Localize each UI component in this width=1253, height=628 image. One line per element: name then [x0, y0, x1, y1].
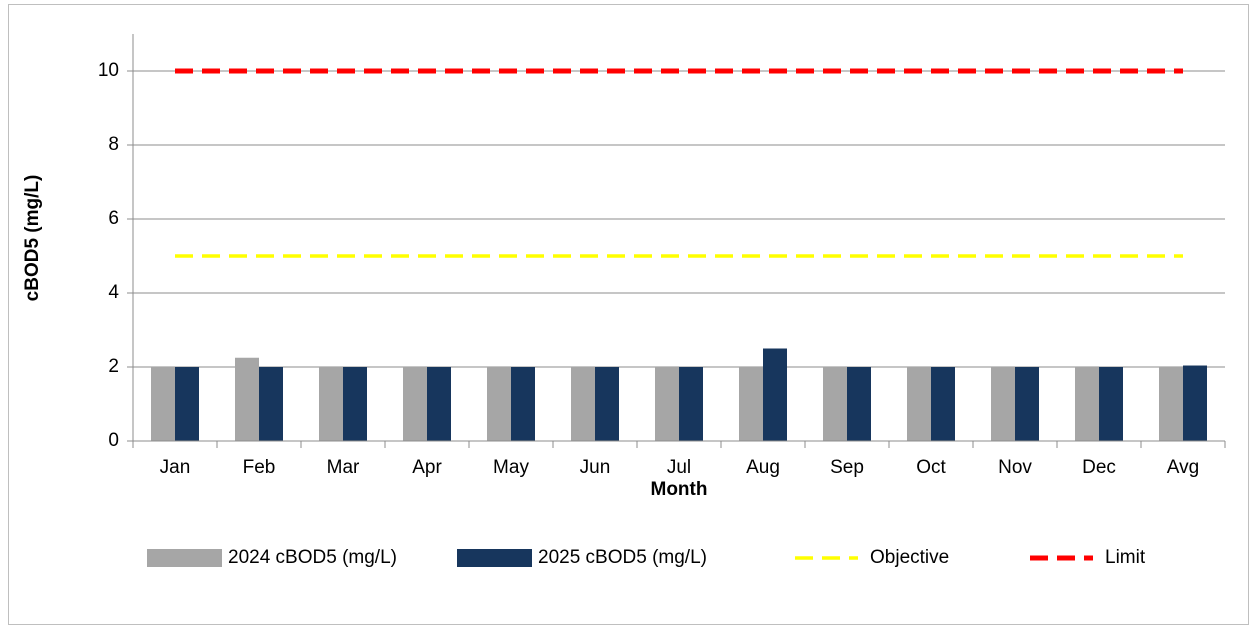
- y-tick-label: 4: [108, 282, 119, 303]
- y-tick-label: 2: [108, 356, 119, 377]
- bar: [319, 367, 343, 441]
- bar: [1183, 365, 1207, 441]
- bar: [679, 367, 703, 441]
- bar: [175, 367, 199, 441]
- x-tick-label: Jul: [667, 457, 691, 478]
- legend-swatch: [147, 549, 222, 567]
- legend-label: 2025 cBOD5 (mg/L): [538, 547, 707, 568]
- bar: [1099, 367, 1123, 441]
- legend-label: 2024 cBOD5 (mg/L): [228, 547, 397, 568]
- x-axis-label: Month: [651, 479, 708, 500]
- bar: [235, 357, 259, 441]
- bar: [1075, 367, 1099, 441]
- x-tick-label: Oct: [916, 457, 946, 478]
- legend-label: Limit: [1105, 547, 1146, 568]
- bar: [991, 367, 1015, 441]
- x-tick-label: Avg: [1167, 457, 1199, 478]
- bar: [739, 367, 763, 441]
- chart-border: [8, 4, 1249, 625]
- bar: [931, 367, 955, 441]
- x-tick-label: Feb: [243, 457, 276, 478]
- bar: [571, 367, 595, 441]
- y-tick-label: 0: [108, 430, 119, 451]
- legend-swatch: [457, 549, 532, 567]
- bar: [823, 367, 847, 441]
- y-tick-label: 8: [108, 134, 119, 155]
- bar: [487, 367, 511, 441]
- bar: [847, 367, 871, 441]
- bar: [151, 367, 175, 441]
- bar: [511, 367, 535, 441]
- bar: [1159, 367, 1183, 441]
- y-axis-label: cBOD5 (mg/L): [22, 175, 43, 302]
- bar: [907, 367, 931, 441]
- x-tick-label: Jun: [580, 457, 611, 478]
- bar: [427, 367, 451, 441]
- bar: [403, 367, 427, 441]
- x-tick-label: Jan: [160, 457, 191, 478]
- x-tick-label: Aug: [746, 457, 780, 478]
- bar: [343, 367, 367, 441]
- y-tick-label: 10: [98, 60, 119, 81]
- legend-label: Objective: [870, 547, 949, 568]
- x-tick-label: May: [493, 457, 529, 478]
- bar: [1015, 367, 1039, 441]
- bar: [655, 367, 679, 441]
- x-tick-label: Apr: [412, 457, 442, 478]
- x-tick-label: Sep: [830, 457, 864, 478]
- x-tick-label: Nov: [998, 457, 1032, 478]
- bar: [595, 367, 619, 441]
- bar: [259, 367, 283, 441]
- bar: [763, 348, 787, 441]
- y-tick-label: 6: [108, 208, 119, 229]
- x-tick-label: Dec: [1082, 457, 1116, 478]
- x-tick-label: Mar: [327, 457, 360, 478]
